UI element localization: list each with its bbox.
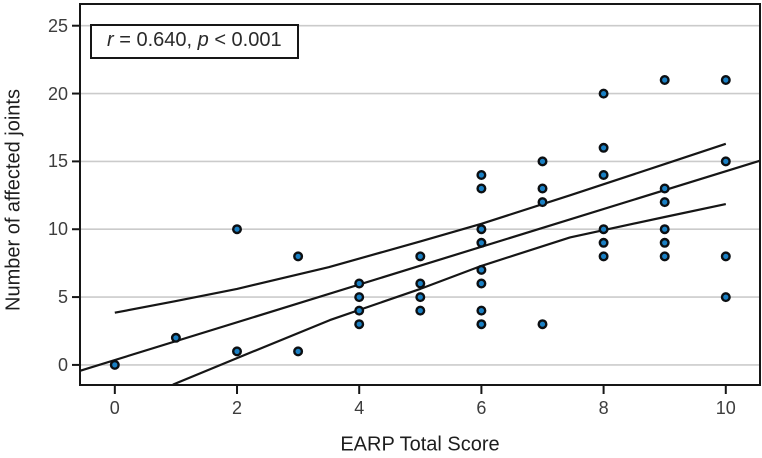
y-tick-label-5: 5 [57, 287, 68, 308]
data-point [537, 156, 548, 167]
y-tick-label-25: 25 [47, 15, 68, 36]
data-point [659, 183, 670, 194]
data-point [476, 224, 487, 235]
y-axis-title: Number of affected joints [2, 89, 25, 311]
data-point [537, 197, 548, 208]
data-point [598, 142, 609, 153]
data-point [415, 305, 426, 316]
data-point [415, 292, 426, 303]
data-point [476, 169, 487, 180]
data-point [415, 278, 426, 289]
data-point [354, 292, 365, 303]
data-point [170, 332, 181, 343]
data-point [659, 197, 670, 208]
y-tick-label-20: 20 [47, 83, 68, 104]
data-point [659, 237, 670, 248]
data-point [415, 251, 426, 262]
data-point [476, 305, 487, 316]
data-point [109, 359, 120, 370]
x-tick-label-10: 10 [715, 398, 736, 418]
data-point [476, 183, 487, 194]
data-point [476, 319, 487, 330]
data-point [598, 88, 609, 99]
plot-frame [79, 3, 761, 386]
regression-line [79, 159, 761, 372]
data-point [354, 278, 365, 289]
data-point [720, 292, 731, 303]
y-tick-label-10: 10 [47, 219, 68, 240]
data-point [476, 237, 487, 248]
p-value-text: < 0.001 [208, 29, 282, 51]
data-point [293, 251, 304, 262]
data-point [598, 237, 609, 248]
data-point [720, 251, 731, 262]
x-tick-label-8: 8 [598, 398, 609, 418]
data-point [598, 169, 609, 180]
correlation-annotation-box: r = 0.640, p < 0.001 [90, 24, 299, 59]
data-point [598, 251, 609, 262]
data-point [476, 264, 487, 275]
x-tick-label-6: 6 [476, 398, 487, 418]
ci-lower-line [172, 203, 727, 386]
data-point [354, 319, 365, 330]
data-point [598, 224, 609, 235]
data-point [231, 224, 242, 235]
y-tick-label-15: 15 [47, 151, 68, 172]
data-point [537, 183, 548, 194]
x-tick-label-0: 0 [109, 398, 120, 418]
data-point [354, 305, 365, 316]
data-point [231, 346, 242, 357]
r-variable: r [107, 29, 114, 51]
data-point [720, 156, 731, 167]
y-tick-label-0: 0 [57, 354, 68, 375]
x-tick-label-2: 2 [232, 398, 243, 418]
data-point [537, 319, 548, 330]
data-point [659, 224, 670, 235]
x-axis-title: EARP Total Score [340, 433, 500, 456]
data-point [720, 74, 731, 85]
data-point [659, 74, 670, 85]
data-point [659, 251, 670, 262]
r-value-text: = 0.640, [113, 29, 198, 51]
x-tick-label-4: 4 [354, 398, 365, 418]
data-point [476, 278, 487, 289]
ci-upper-line [114, 142, 727, 314]
data-point [293, 346, 304, 357]
p-variable: p [197, 29, 209, 51]
